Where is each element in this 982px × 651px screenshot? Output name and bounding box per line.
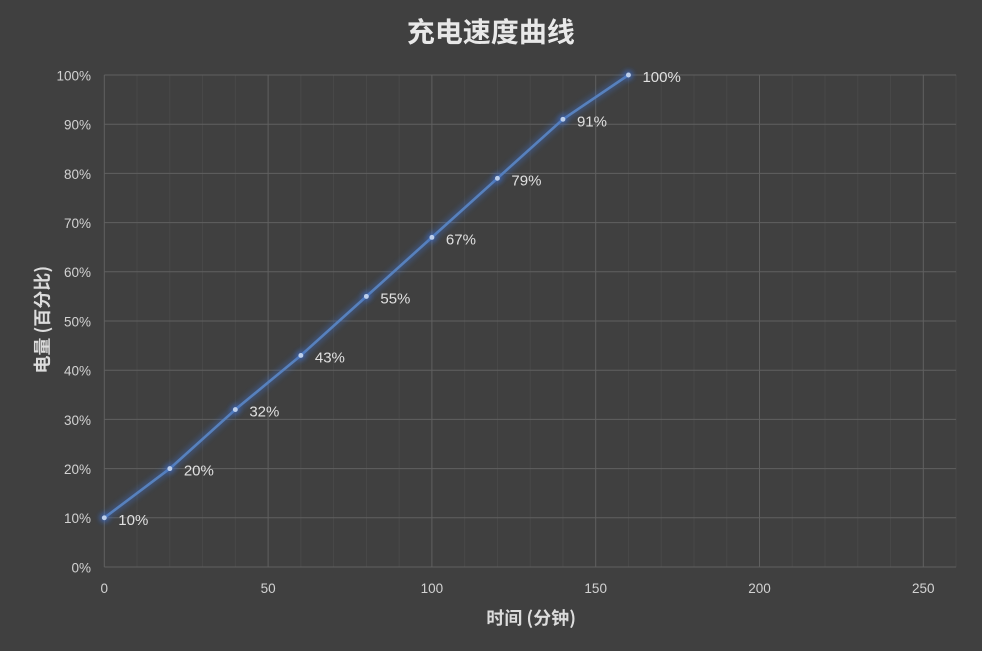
svg-text:32%: 32% [249,404,279,421]
svg-text:100%: 100% [642,69,680,86]
svg-text:10%: 10% [64,511,91,526]
svg-text:250: 250 [912,581,935,596]
svg-text:200: 200 [748,581,771,596]
svg-text:90%: 90% [64,118,91,133]
svg-text:91%: 91% [577,113,607,130]
svg-text:67%: 67% [446,231,476,248]
svg-text:70%: 70% [64,216,91,231]
svg-text:10%: 10% [118,512,148,529]
svg-text:150: 150 [584,581,607,596]
svg-text:30%: 30% [64,413,91,428]
svg-text:100%: 100% [56,68,91,83]
svg-text:100: 100 [421,581,444,596]
svg-text:60%: 60% [64,265,91,280]
svg-text:50%: 50% [64,314,91,329]
svg-text:50: 50 [261,581,276,596]
svg-text:20%: 20% [184,463,214,480]
svg-text:0%: 0% [71,560,91,575]
svg-text:43%: 43% [315,349,345,366]
svg-text:20%: 20% [64,462,91,477]
svg-text:55%: 55% [380,290,410,307]
svg-text:79%: 79% [511,172,541,189]
svg-text:80%: 80% [64,167,91,182]
svg-text:0: 0 [101,581,109,596]
svg-text:40%: 40% [64,364,91,379]
